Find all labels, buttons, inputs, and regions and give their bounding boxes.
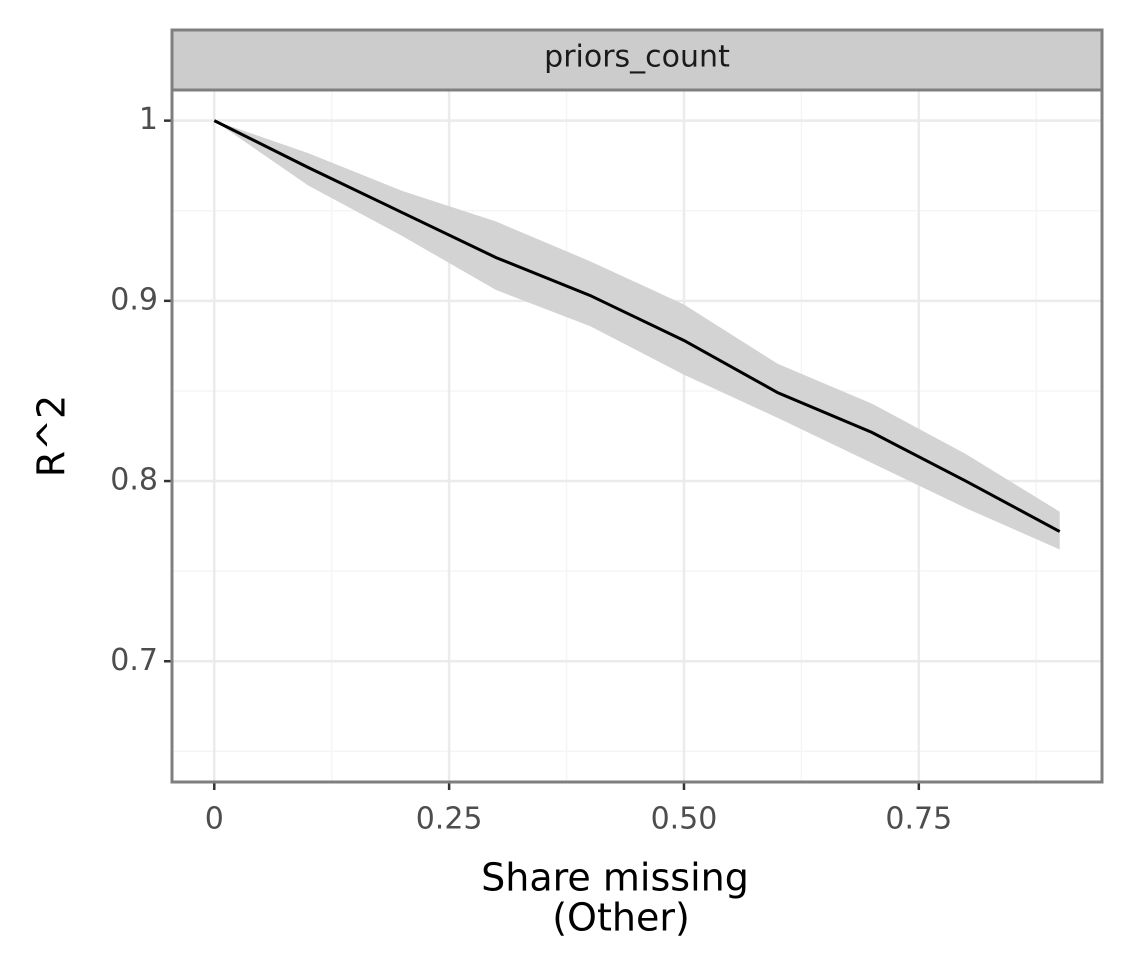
- strip-label: priors_count: [544, 40, 730, 75]
- y-tick-label: 0.7: [110, 643, 158, 678]
- x-tick-label: 0: [205, 802, 224, 837]
- x-tick-label: 0.25: [416, 802, 483, 837]
- y-tick-label: 0.9: [110, 282, 158, 317]
- y-tick-label: 0.8: [110, 463, 158, 498]
- panel-border: [170, 88, 1104, 784]
- strip: [170, 28, 1104, 92]
- x-tick-label: 0.50: [651, 802, 718, 837]
- y-tick-label: 1: [139, 102, 158, 137]
- line: [213, 119, 1061, 533]
- x-axis-label: (Other): [552, 896, 690, 940]
- y-axis-label: R^2: [30, 395, 74, 477]
- x-axis-label: Share missing: [481, 856, 749, 900]
- x-tick-label: 0.75: [885, 802, 952, 837]
- confidence-band: [214, 120, 1060, 550]
